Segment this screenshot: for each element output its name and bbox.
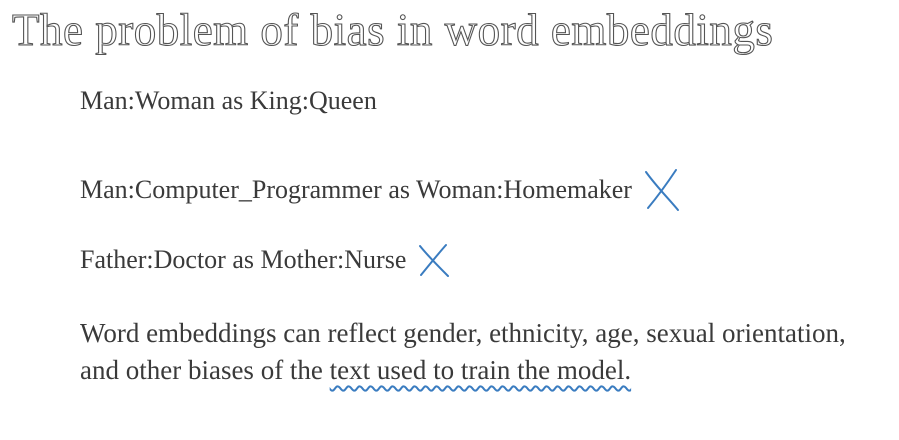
cross-mark: [419, 244, 450, 277]
paragraph-text: Word embeddings can reflect gender, ethn…: [80, 318, 846, 385]
analogy-text: Man:Computer_Programmer as Woman:Homemak…: [80, 175, 632, 204]
analogy: Man:Woman as King:Queen: [80, 86, 377, 116]
underlined-text: text used to train the model.: [329, 355, 632, 385]
paragraph: Word embeddings can reflect gender, ethn…: [80, 315, 890, 389]
title: The problem of bias in word embeddings: [11, 4, 774, 55]
cross-mark: [644, 169, 679, 211]
analogy-text: Man:Woman as King:Queen: [80, 86, 377, 115]
analogy: Father:Doctor as Mother:Nurse: [80, 242, 452, 278]
analogy-text: Father:Doctor as Mother:Nurse: [80, 245, 407, 274]
analogy: Man:Computer_Programmer as Woman:Homemak…: [80, 168, 682, 212]
